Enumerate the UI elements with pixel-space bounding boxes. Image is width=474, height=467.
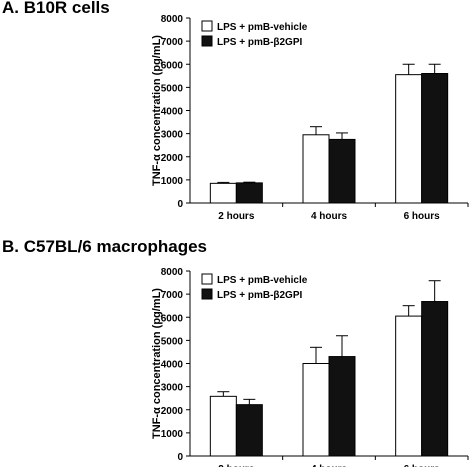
chart2-ytick-label: 2000 xyxy=(161,406,184,417)
chart1-bar-s2-2 xyxy=(328,138,356,204)
panel-a-title: A. B10R cells xyxy=(2,0,110,17)
chart1-xtick-label: 2 hours xyxy=(218,211,255,222)
chart1: 0 1000 2000 3000 4000 5000 6000 7000 8000 TNF-α c… xyxy=(151,14,469,222)
chart2-legend-swatch-2 xyxy=(201,288,213,300)
chart2-legend-swatch-1 xyxy=(201,273,213,285)
chart2-bar-s1-3 xyxy=(395,315,423,457)
chart1-ytick-label: 5000 xyxy=(161,83,184,94)
chart1-ylabel: TNF-α concentration (pg/mL) xyxy=(151,35,163,186)
chart1-legend-label-2: LPS + pmB-β2GPI xyxy=(217,37,303,48)
chart1-ytick-label: 3000 xyxy=(161,130,184,141)
chart1-ytick-label: 7000 xyxy=(161,37,184,48)
chart2-legend-label-2: LPS + pmB-β2GPI xyxy=(217,290,303,301)
chart2-ytick-label: 7000 xyxy=(161,290,184,301)
chart1-ytick-label: 2000 xyxy=(161,153,184,164)
chart2-ytick-label: 6000 xyxy=(161,313,184,324)
chart2-bar-s2-3 xyxy=(421,301,449,457)
chart2-bar-s1-1 xyxy=(209,395,237,457)
chart2-bar-s1-2 xyxy=(302,363,330,457)
chart1-xtick-label: 6 hours xyxy=(404,211,441,222)
chart2-ytick-label: 0 xyxy=(177,452,183,463)
chart2-ytick-label: 3000 xyxy=(161,383,184,394)
chart1-bar-s1-2 xyxy=(302,134,330,204)
chart1-bar-s2-1 xyxy=(235,182,263,204)
chart1-xtick-label: 4 hours xyxy=(311,211,348,222)
chart2-legend-label-1: LPS + pmB-vehicle xyxy=(217,275,308,286)
chart1-ytick-label: 6000 xyxy=(161,60,184,71)
chart2-ytick-label: 5000 xyxy=(161,336,184,347)
chart1-legend-label-1: LPS + pmB-vehicle xyxy=(217,22,308,33)
chart2-bar-s2-2 xyxy=(328,356,356,457)
chart2-ytick-label: 1000 xyxy=(161,429,184,440)
chart1-ytick-label: 4000 xyxy=(161,107,184,118)
chart1-ytick-label: 1000 xyxy=(161,176,184,187)
chart1-ytick-label: 0 xyxy=(177,199,183,210)
chart2-xtick-label: 6 hours xyxy=(404,464,441,467)
panel-b-title: B. C57BL/6 macrophages xyxy=(2,237,208,256)
chart2-ytick-label: 4000 xyxy=(161,360,184,371)
chart1-ytick-label: 8000 xyxy=(161,14,184,25)
chart2-xtick-label: 2 hours xyxy=(218,464,255,467)
chart2-ytick-label: 8000 xyxy=(161,267,184,278)
chart1-bar-s1-3 xyxy=(395,74,423,204)
chart1-legend-swatch-1 xyxy=(201,20,213,32)
chart1-bar-s2-3 xyxy=(421,73,449,204)
chart2: 0 1000 2000 3000 4000 5000 6000 7000 8000 TNF-α c… xyxy=(151,267,469,467)
chart1-bar-s1-1 xyxy=(209,182,237,204)
chart1-legend-swatch-2 xyxy=(201,35,213,47)
chart2-xtick-label: 4 hours xyxy=(311,464,348,467)
chart2-ylabel: TNF-α concentration (pg/mL) xyxy=(151,288,163,439)
chart2-bar-s2-1 xyxy=(235,404,263,457)
